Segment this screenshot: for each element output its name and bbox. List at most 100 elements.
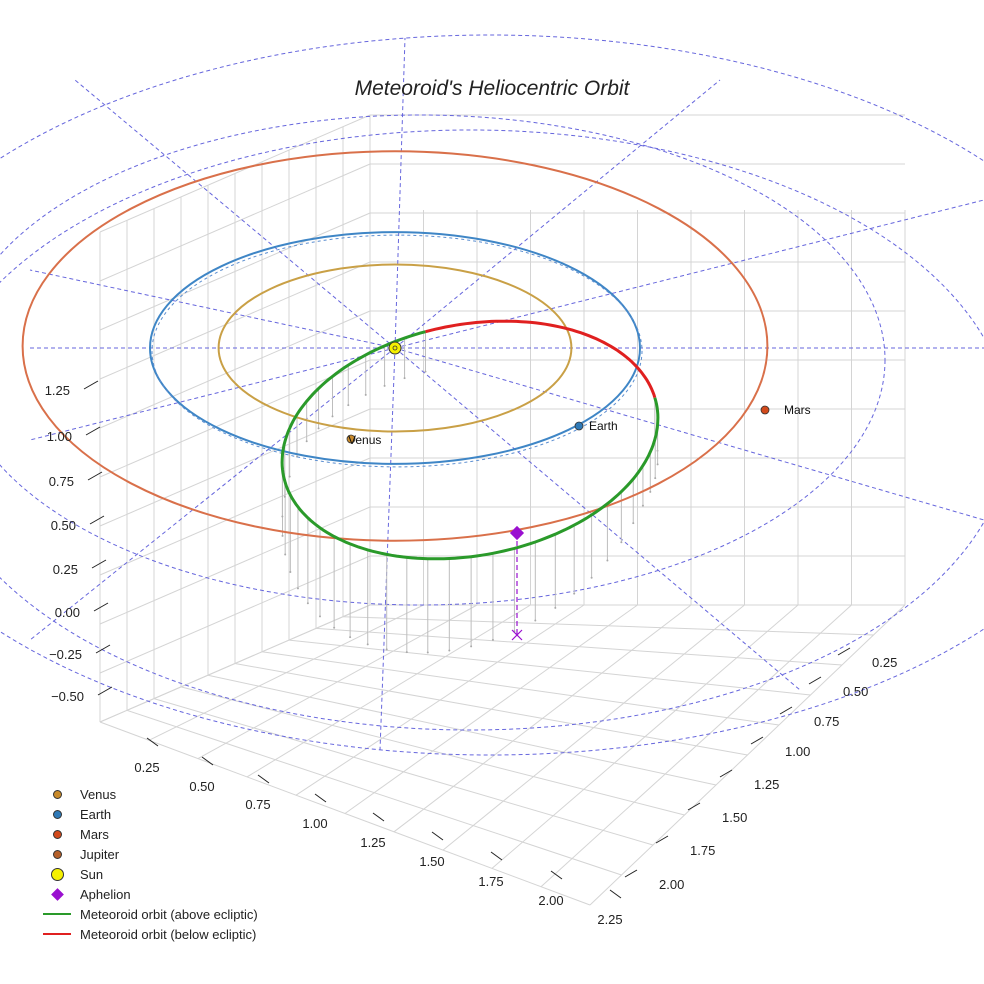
- sun-core: [392, 345, 398, 351]
- meteoroid-drop-point: [284, 553, 287, 556]
- jupiter-reference-line: [29, 347, 396, 641]
- floor-grid-line: [589, 604, 906, 906]
- meteoroid-orbit: [280, 319, 660, 641]
- floor-grid-line: [491, 604, 799, 869]
- venus-label: Venus: [348, 433, 381, 447]
- y-tick-mark: [719, 769, 733, 778]
- meteoroid-drop-point: [403, 377, 406, 380]
- meteoroid-drop-point: [366, 643, 369, 646]
- y-tick-label: 1.75: [690, 843, 715, 858]
- legend-label: Mars: [80, 826, 109, 842]
- jupiter-orbit-mid: [0, 114, 886, 606]
- z-tick-label: 0.50: [51, 518, 76, 533]
- legend-item: Sun: [40, 864, 258, 884]
- earth-orbit: [149, 231, 641, 465]
- meteoroid-drop-point: [641, 504, 644, 507]
- earth-label: Earth: [589, 419, 618, 433]
- chart-title: Meteoroid's Heliocentric Orbit: [355, 77, 631, 100]
- legend-label: Sun: [80, 866, 104, 882]
- planet-markers: Venus Earth Mars: [346, 341, 811, 447]
- dot-icon: [50, 867, 64, 881]
- legend-item: Jupiter: [40, 844, 258, 864]
- wall-grid-line: [99, 261, 371, 380]
- dot-icon: [52, 789, 62, 799]
- meteoroid-drop-point: [654, 477, 657, 480]
- x-tick-label: 2.00: [538, 893, 563, 908]
- meteoroid-drop-point: [534, 619, 537, 622]
- wall-grid-line: [99, 359, 371, 478]
- jupiter-reference-line: [394, 37, 406, 349]
- floor-grid-line: [393, 604, 692, 833]
- diamond-icon: [50, 887, 64, 901]
- legend-symbol: [40, 884, 74, 904]
- wall-grid-line: [99, 310, 371, 429]
- floor-grid-line: [442, 604, 745, 851]
- legend-symbol: [40, 844, 74, 864]
- legend-label: Aphelion: [80, 886, 131, 902]
- floor-grid-line: [315, 627, 843, 666]
- meteoroid-drop-point: [426, 651, 429, 654]
- jupiter-reference-line: [29, 269, 396, 349]
- floor-grid-line: [261, 651, 780, 726]
- earth-orbit-shadow: [151, 234, 643, 468]
- earth-marker: [574, 421, 584, 431]
- y-tick-mark: [837, 647, 851, 656]
- meteoroid-drop-point: [424, 370, 427, 373]
- meteoroid-drop-point: [347, 404, 350, 407]
- z-tick-label: 0.25: [53, 562, 78, 577]
- meteoroid-drop-point: [554, 606, 557, 609]
- y-tick-label: 1.50: [722, 810, 747, 825]
- z-tick-mark: [83, 380, 99, 390]
- jupiter-reference-line: [394, 79, 721, 349]
- dot-icon: [52, 849, 62, 859]
- y-tick-mark: [750, 736, 764, 745]
- meteoroid-drop-point: [288, 475, 291, 478]
- legend-symbol: [40, 904, 74, 924]
- z-tick-label: 0.00: [55, 605, 80, 620]
- z-tick-label: −0.50: [51, 689, 84, 704]
- meteoroid-drop-point: [306, 602, 309, 605]
- planet-orbits: [21, 150, 769, 542]
- y-tick-mark: [779, 706, 793, 715]
- legend-label: Earth: [80, 806, 112, 822]
- meteoroid-drop-point: [383, 384, 386, 387]
- meteoroid-drop-point: [333, 626, 336, 629]
- x-tick-mark: [550, 870, 563, 880]
- jupiter-reference-line: [394, 347, 801, 691]
- meteoroid-drop-point: [620, 541, 623, 544]
- meteoroid-drop-point: [590, 576, 593, 579]
- axis-grid: [99, 114, 906, 906]
- axis-ticks: 0.25 0.50 0.75 1.00 1.25 1.50 1.75 2.00 2.25 0.25…: [45, 380, 897, 927]
- x-tick-mark: [609, 889, 622, 899]
- jupiter-reference-line: [394, 347, 984, 521]
- x-tick-label: 0.75: [245, 797, 270, 812]
- legend-label: Jupiter: [80, 846, 120, 862]
- legend-item: Meteoroid orbit (below ecliptic): [40, 924, 258, 944]
- wall-grid-line: [99, 163, 371, 282]
- line-swatch: [43, 933, 71, 935]
- legend-symbol: [40, 804, 74, 824]
- meteoroid-drop-point: [448, 649, 451, 652]
- y-tick-mark: [808, 676, 822, 685]
- floor-grid-line: [344, 604, 638, 814]
- x-tick-label: 0.50: [189, 779, 214, 794]
- legend-symbol: [40, 784, 74, 804]
- z-tick-mark: [87, 471, 103, 481]
- y-tick-label: 2.00: [659, 877, 684, 892]
- meteoroid-drop-point: [281, 515, 284, 518]
- meteoroid-drop-point: [606, 559, 609, 562]
- floor-grid-line: [342, 616, 874, 636]
- x-tick-mark: [490, 851, 503, 861]
- z-tick-mark: [93, 602, 109, 612]
- dot-icon: [52, 829, 62, 839]
- sun-marker: [388, 341, 402, 355]
- meteoroid-drop-point: [656, 463, 659, 466]
- z-tick-label: 1.00: [47, 429, 72, 444]
- wall-grid-line: [99, 114, 371, 233]
- y-tick-mark: [624, 869, 638, 878]
- legend-label: Meteoroid orbit (below ecliptic): [80, 926, 257, 942]
- z-tick-mark: [85, 426, 101, 436]
- legend-item: Mars: [40, 824, 258, 844]
- y-tick-label: 0.50: [843, 684, 868, 699]
- meteoroid-drop-point: [281, 534, 284, 537]
